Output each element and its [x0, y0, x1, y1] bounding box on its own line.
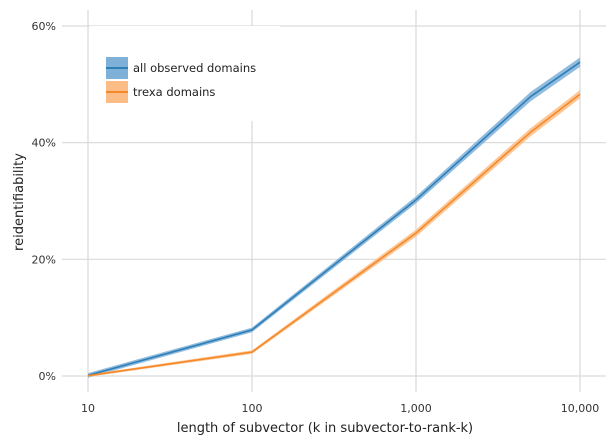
y-tick-label: 40%: [32, 137, 56, 150]
legend: all observed domains trexa domains: [90, 26, 280, 121]
y-tick-label: 20%: [32, 253, 56, 266]
y-tick-label: 0%: [39, 370, 56, 383]
legend-label-0: all observed domains: [133, 61, 256, 75]
x-tick-label: 100: [242, 402, 263, 415]
x-axis-ticks: 10 100 1,000 10,000: [81, 402, 599, 415]
y-axis-ticks: 0% 20% 40% 60%: [32, 20, 56, 383]
y-axis-title: reidentifiability: [12, 153, 27, 251]
legend-label-1: trexa domains: [133, 85, 215, 99]
x-tick-label: 1,000: [400, 402, 432, 415]
series-line-0: [87, 61, 581, 377]
series-lines: [87, 61, 581, 377]
series-line-1: [87, 93, 581, 377]
x-tick-label: 10,000: [561, 402, 600, 415]
x-tick-label: 10: [81, 402, 95, 415]
y-tick-label: 60%: [32, 20, 56, 33]
series-band-1: [88, 90, 580, 377]
x-axis-title: length of subvector (k in subvector-to-r…: [177, 421, 473, 436]
